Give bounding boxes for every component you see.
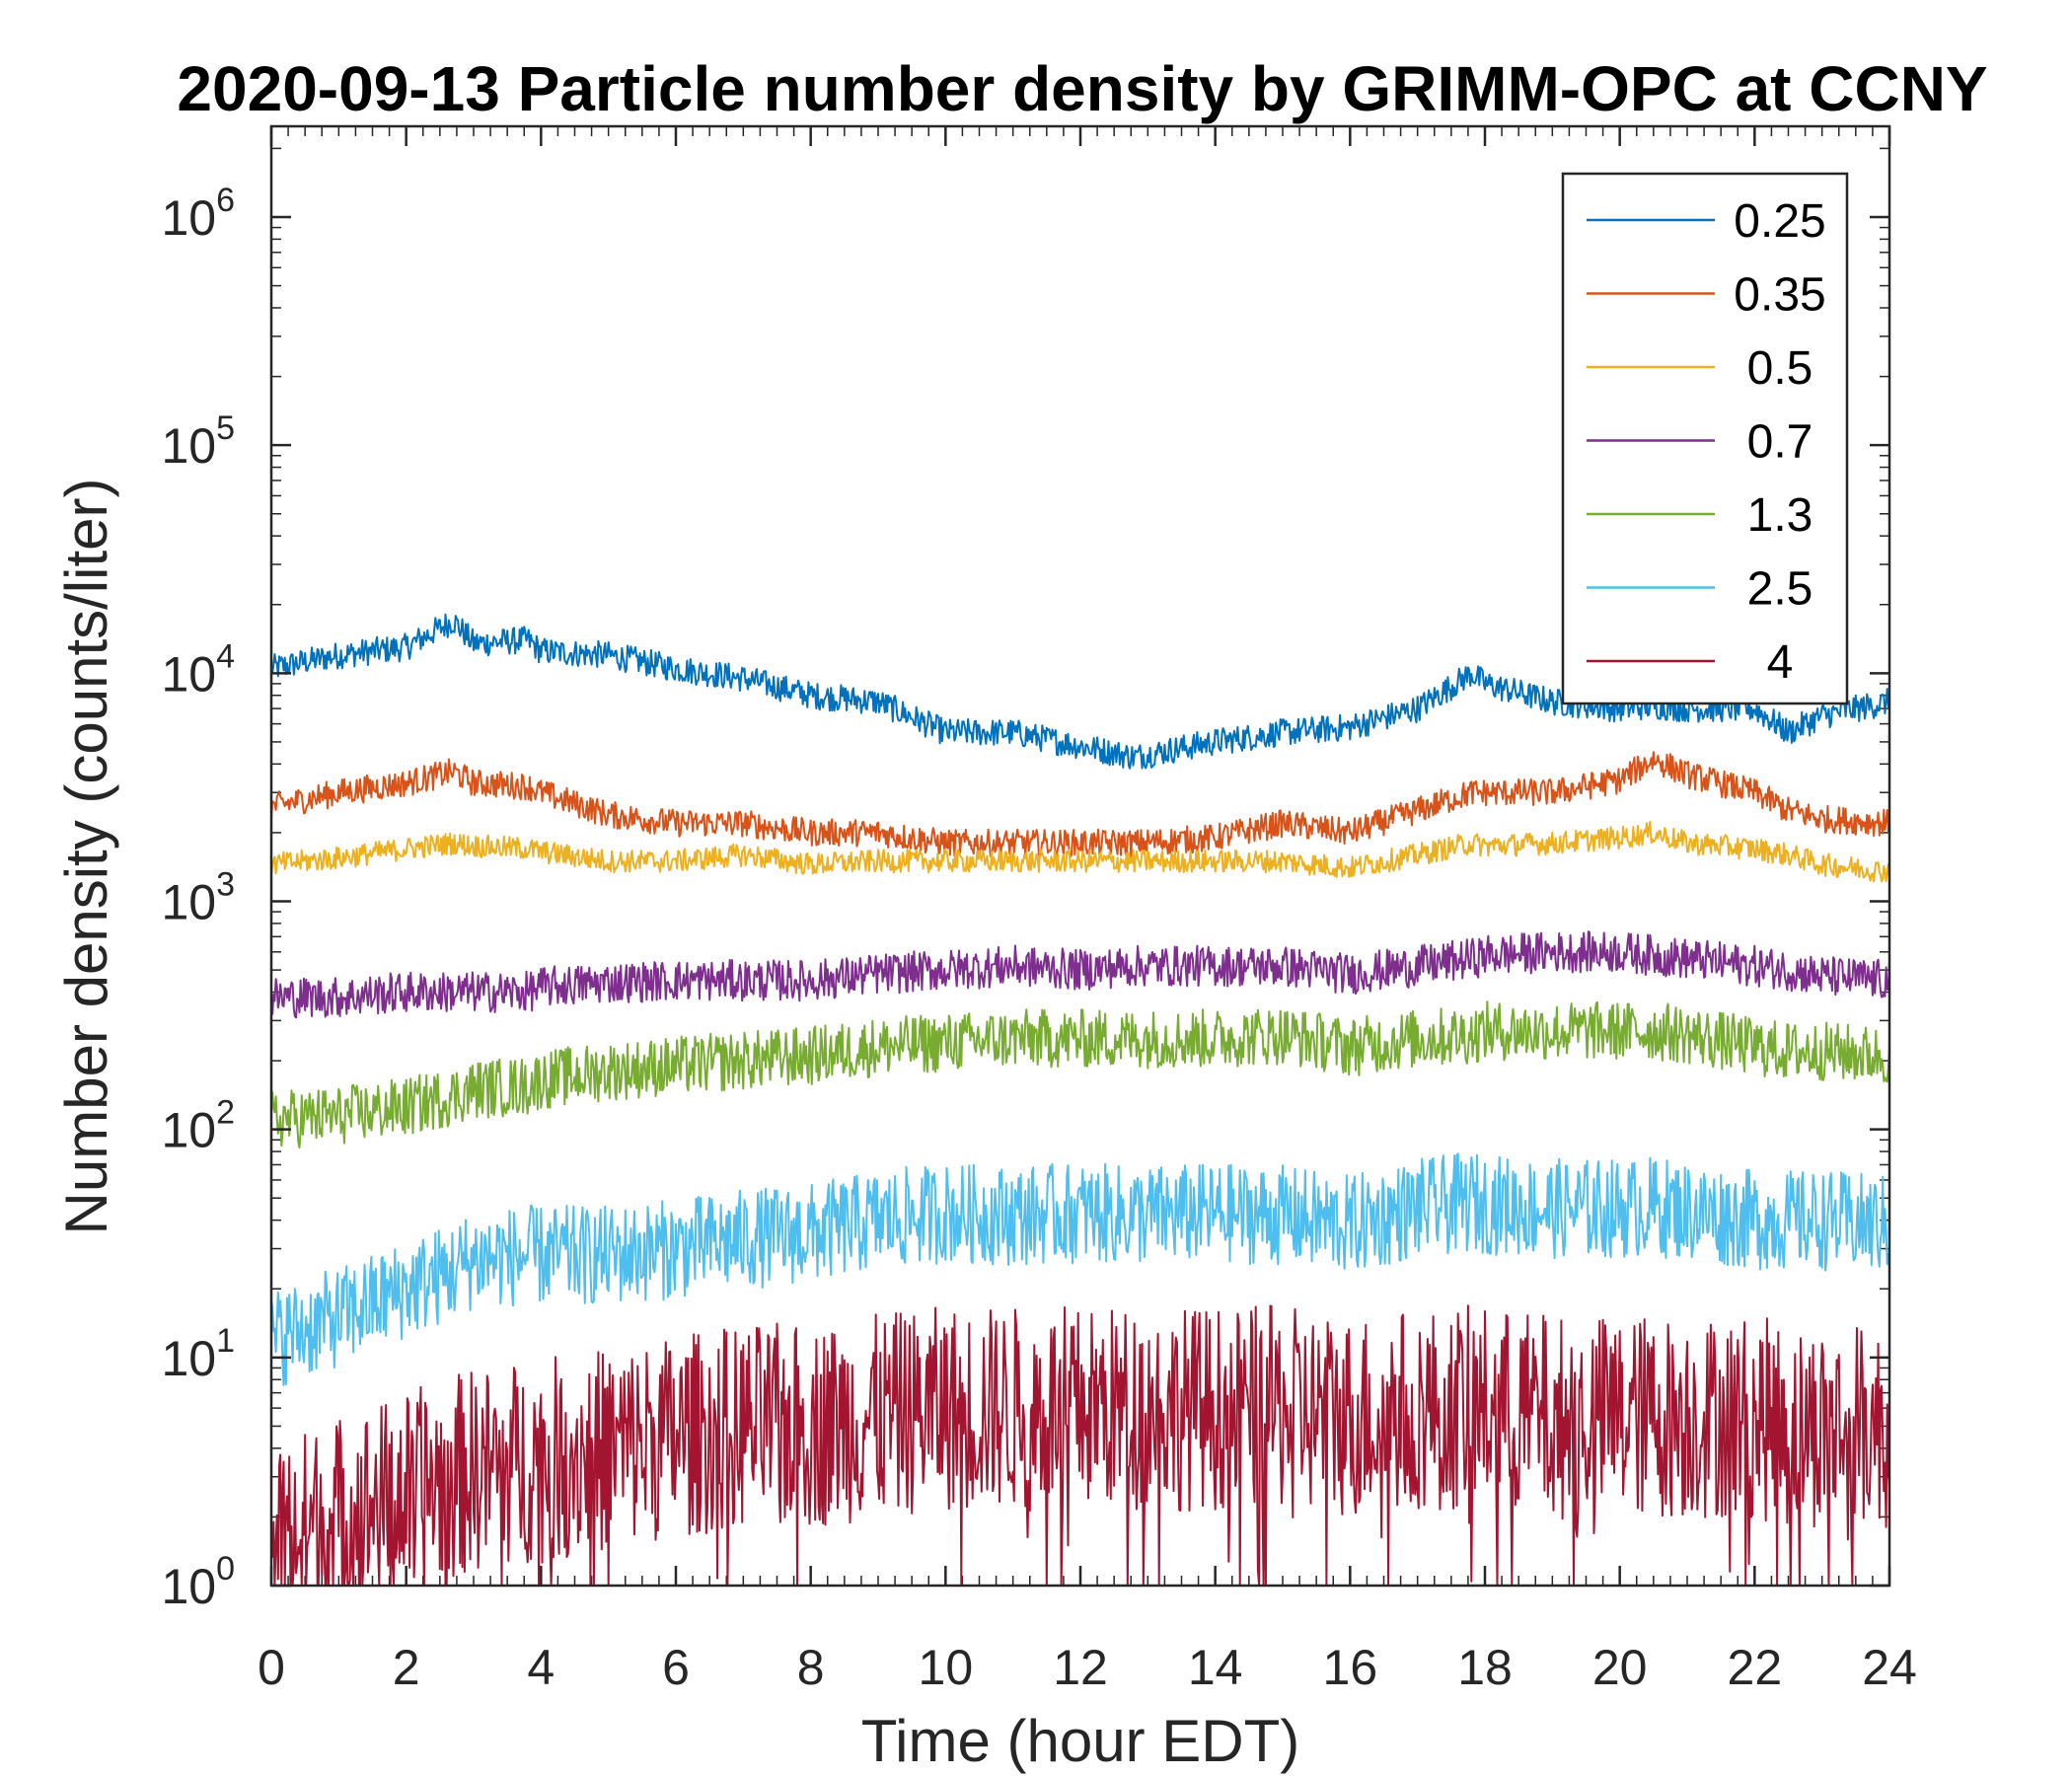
series-line-0-5 [270, 820, 1890, 883]
y-tick-label: 102 [161, 1094, 235, 1158]
legend-label: 0.5 [1747, 342, 1813, 395]
legend-entry: 2.5 [1587, 563, 1813, 616]
x-tick-label: 0 [258, 1640, 285, 1695]
x-tick-label: 4 [527, 1640, 555, 1695]
series-line-2-5 [270, 1152, 1890, 1386]
legend-label: 0.35 [1734, 269, 1825, 322]
legend-entry: 0.35 [1587, 269, 1826, 322]
y-tick-label: 101 [161, 1322, 235, 1386]
y-tick-label: 104 [161, 637, 235, 702]
legend-entry: 0.5 [1587, 342, 1813, 395]
legend-label: 0.7 [1747, 416, 1813, 469]
legend: 0.25 0.35 0.5 0.7 1.3 2.5 4 [1561, 172, 1849, 705]
chart-title: 2020-09-13 Particle number density by GR… [177, 53, 1987, 124]
x-tick-label: 8 [797, 1640, 825, 1695]
x-tick-label: 10 [919, 1640, 974, 1695]
y-tick-label: 103 [161, 866, 235, 930]
y-tick-label: 100 [161, 1550, 235, 1614]
x-axis-label: Time (hour EDT) [861, 1708, 1300, 1774]
x-tick-label: 18 [1457, 1640, 1513, 1695]
legend-label: 4 [1767, 636, 1794, 689]
y-tick-labels: 100 101 102 103 104 105 106 [161, 182, 235, 1614]
x-tick-label: 12 [1053, 1640, 1108, 1695]
series-line-0-35 [270, 751, 1890, 858]
x-tick-label: 14 [1188, 1640, 1243, 1695]
x-tick-label: 20 [1592, 1640, 1648, 1695]
y-tick-label: 106 [161, 182, 235, 246]
major-ticks [269, 126, 1891, 1588]
legend-label: 1.3 [1747, 489, 1813, 542]
series-line-1-3 [270, 1000, 1890, 1148]
legend-entry: 0.7 [1587, 416, 1813, 469]
series-line-4 [270, 1304, 1890, 1587]
legend-entry: 4 [1587, 636, 1793, 689]
x-tick-label: 24 [1862, 1640, 1917, 1695]
x-tick-label: 2 [393, 1640, 420, 1695]
series-line-0-7 [270, 930, 1890, 1019]
y-tick-label: 105 [161, 409, 235, 474]
legend-label: 2.5 [1747, 563, 1813, 616]
y-axis-label: Number density (counts/liter) [53, 479, 119, 1235]
x-tick-label: 16 [1323, 1640, 1378, 1695]
series-line-0-25 [270, 613, 1890, 770]
legend-box [1561, 172, 1849, 705]
x-tick-label: 6 [662, 1640, 690, 1695]
x-tick-labels: 0 2 4 6 8 10 12 14 16 18 20 22 24 [258, 1640, 1917, 1695]
legend-entry: 0.25 [1587, 195, 1826, 248]
series-layer [270, 613, 1890, 1587]
legend-label: 0.25 [1734, 195, 1825, 248]
x-tick-label: 22 [1728, 1640, 1783, 1695]
legend-entry: 1.3 [1587, 489, 1813, 542]
